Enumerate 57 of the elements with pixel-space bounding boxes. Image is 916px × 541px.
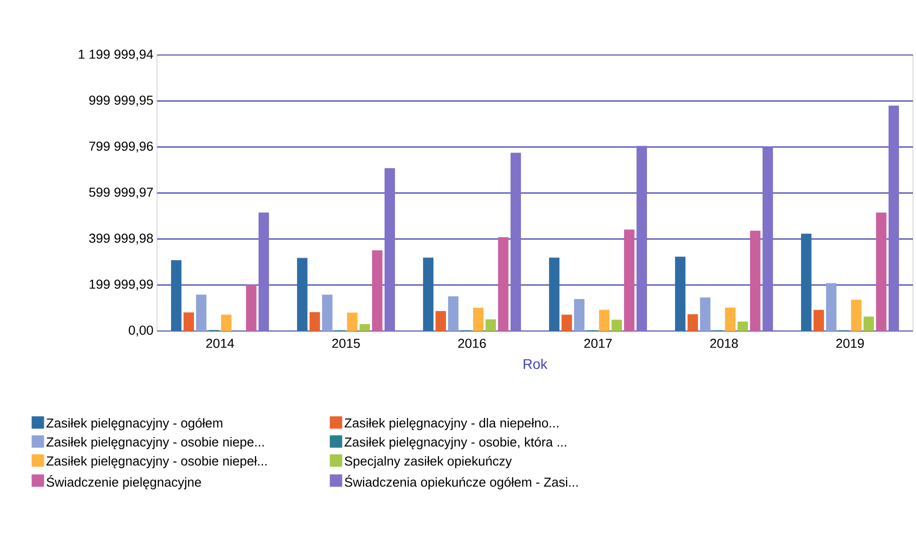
bar [599, 310, 610, 331]
y-tick-label: 999 999,95 [89, 96, 153, 106]
bar [636, 146, 647, 331]
bar [246, 284, 256, 331]
y-tick-label: 599 999,97 [89, 188, 153, 198]
bar [826, 283, 836, 331]
x-tick-label: 2014 [206, 338, 234, 348]
bar [612, 320, 622, 331]
bar [258, 212, 269, 331]
bar [549, 258, 560, 331]
bar [498, 237, 508, 331]
bar [700, 297, 710, 331]
y-tick-label: 799 999,96 [89, 142, 153, 152]
bar [360, 324, 370, 331]
bar [762, 146, 773, 331]
bar [473, 308, 484, 331]
x-tick-label: 2018 [710, 338, 738, 348]
bar [801, 234, 812, 331]
bar [171, 260, 182, 331]
bar [384, 168, 395, 331]
legend-label: Zasiłek pielęgnacyjny - osobie niepe... [46, 437, 264, 450]
bar [448, 296, 458, 331]
bar [750, 230, 760, 331]
bar [486, 319, 496, 331]
bar [372, 250, 382, 331]
y-tick-label: 199 999,99 [90, 280, 153, 290]
bar [510, 152, 521, 331]
x-tick-label: 2016 [458, 338, 486, 348]
y-tick-label: 1 199 999,94 [78, 50, 154, 60]
bar [725, 308, 736, 331]
bar [347, 312, 358, 331]
y-tick-label: 399 999,98 [89, 234, 153, 244]
bar [888, 106, 899, 331]
bar [221, 314, 232, 331]
bar [675, 256, 686, 331]
legend-label: Specjalny zasiłek opiekuńczy [344, 456, 512, 468]
x-tick-label: 2015 [332, 338, 360, 348]
bar [297, 258, 308, 331]
bar [322, 294, 332, 331]
bar [423, 258, 434, 331]
bar [864, 316, 874, 331]
bar [624, 230, 634, 331]
legend-label: Zasiłek pielęgnacyjny - ogółem [46, 418, 222, 430]
bar [574, 299, 584, 331]
bar [851, 300, 862, 331]
legend-label: Zasiłek pielęgnacyjny - dla niepełno... [344, 418, 558, 430]
bar [196, 294, 206, 331]
legend-label: Zasiłek pielęgnacyjny - osobie niepeł... [46, 456, 267, 468]
legend-label: Świadczenia opiekuńcze ogółem - Zasi... [344, 475, 578, 490]
bar [876, 212, 886, 331]
y-tick-label: 0,00 [128, 326, 153, 336]
x-axis-title: Rok [524, 358, 548, 370]
legend-label: Zasiłek pielęgnacyjny - osobie, która ... [344, 436, 566, 450]
x-tick-label: 2017 [584, 338, 612, 348]
x-tick-label: 2019 [836, 338, 864, 348]
legend-label: Świadczenie pielęgnacyjne [46, 475, 201, 490]
bar [738, 322, 748, 331]
